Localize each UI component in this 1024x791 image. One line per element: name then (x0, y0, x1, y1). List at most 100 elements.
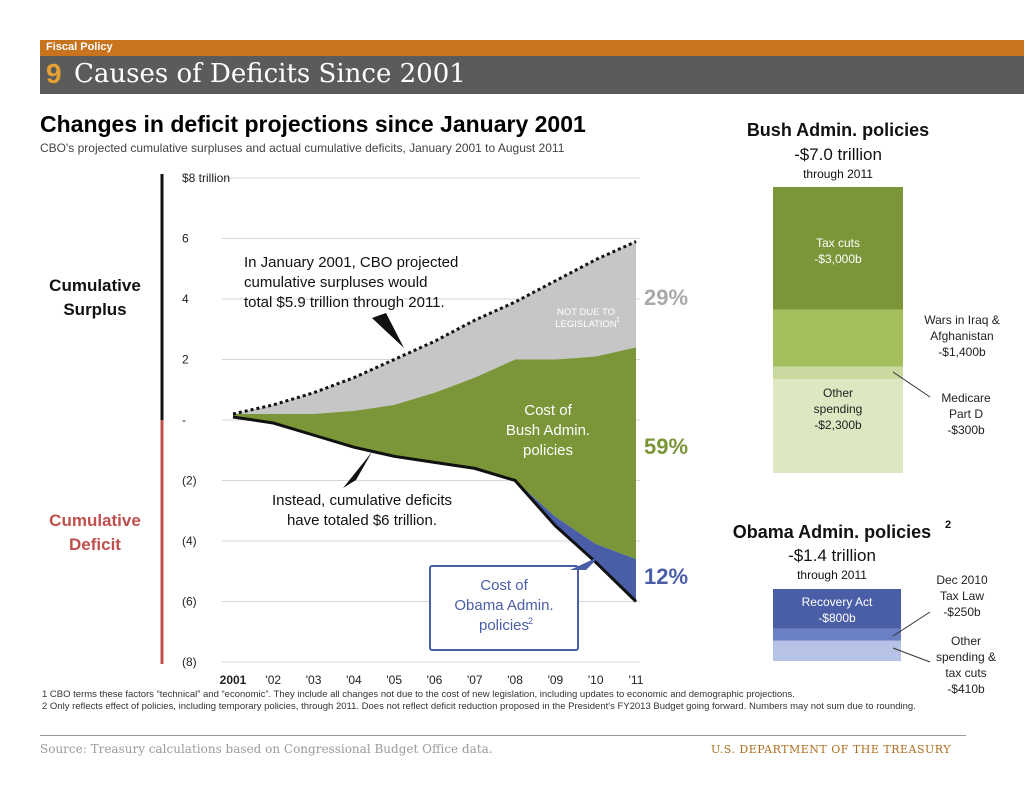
obama-panel-title-sup: 2 (945, 519, 951, 531)
obama-callout-label: Cost of (480, 577, 528, 594)
not-due-label: LEGISLATION (555, 319, 617, 330)
y-tick-label: 6 (182, 232, 189, 246)
share-label: 12% (644, 564, 688, 589)
bush-bar-segment (773, 379, 903, 473)
obama-bar-segment (773, 628, 901, 641)
footer-divider (40, 735, 966, 736)
x-tick-label: '03 (306, 673, 322, 687)
projection-pointer (372, 313, 404, 348)
bush-bar-segment (773, 366, 903, 380)
y-tick-label: 2 (182, 353, 189, 367)
obama-footnote-mark: 2 (528, 616, 533, 626)
obama-callout-label: Obama Admin. (454, 597, 553, 614)
surplus-side-label: Surplus (63, 300, 126, 319)
deficit-annotation: have totaled $6 trillion. (287, 512, 437, 529)
bush-bar-segment (773, 309, 903, 367)
section-bar: Fiscal Policy (40, 40, 1024, 56)
deficit-pointer (343, 452, 372, 488)
y-tick-label: (8) (182, 655, 197, 669)
deficit-side-label: Deficit (69, 535, 121, 554)
bush-area-label: Bush Admin. (506, 422, 590, 439)
bush-area-label: policies (523, 442, 573, 459)
obama-other-label: -$410b (947, 682, 985, 696)
obama-panel-total: -$1.4 trillion (788, 546, 876, 565)
projection-area (233, 241, 636, 414)
bush-medicare-label: -$300b (947, 423, 985, 437)
slide-number: 9 (46, 58, 62, 89)
bush-medicare-label: Part D (949, 407, 983, 421)
y-tick-label: (4) (182, 534, 197, 548)
share-label: 59% (644, 434, 688, 459)
bush-wars-label: Wars in Iraq & (924, 313, 1000, 327)
y-tick-label: - (182, 413, 186, 427)
bush-area (233, 347, 636, 560)
x-tick-label: '06 (427, 673, 443, 687)
bush-segment-value: -$2,300b (814, 418, 862, 432)
bush-wars-label: Afghanistan (930, 329, 993, 343)
obama-segment-value: -$800b (818, 611, 856, 625)
deficit-annotation: Instead, cumulative deficits (272, 492, 452, 509)
obama-bar-segment (773, 589, 901, 629)
obama-bar-segment (773, 640, 901, 661)
obama-dec2010-label: Dec 2010 (936, 573, 988, 587)
obama-dec2010-label: -$250b (943, 605, 981, 619)
not-due-label: NOT DUE TO (557, 307, 615, 318)
bush-bar-segment (773, 187, 903, 310)
obama-other-leader (892, 647, 931, 663)
deficit-side-label: Cumulative (49, 511, 141, 530)
deficit-line (232, 415, 638, 603)
y-tick-label: (2) (182, 474, 197, 488)
obama-other-label: Other (951, 634, 981, 648)
x-tick-label: '10 (588, 673, 604, 687)
bush-medicare-leader (892, 371, 931, 398)
not-due-footnote-mark: 1 (616, 317, 620, 324)
footnotes: 1 CBO terms these factors “technical” an… (42, 689, 942, 713)
bush-medicare-label: Medicare (941, 391, 991, 405)
obama-callout-label: policies (479, 617, 529, 634)
obama-callout-pointer (570, 556, 600, 570)
x-tick-label: '08 (507, 673, 523, 687)
source-note: Source: Treasury calculations based on C… (40, 742, 493, 756)
y-tick-label: (6) (182, 595, 197, 609)
footnote-2: 2 Only reflects effect of policies, incl… (42, 701, 916, 712)
section-label: Fiscal Policy (46, 41, 113, 53)
chart-subtitle: CBO's projected cumulative surpluses and… (40, 141, 565, 155)
x-tick-label: 2001 (220, 673, 247, 687)
agency-name: U.S. DEPARTMENT OF THE TREASURY (711, 743, 951, 756)
x-tick-label: '07 (467, 673, 483, 687)
slide-title: Causes of Deficits Since 2001 (74, 59, 466, 89)
chart-title: Changes in deficit projections since Jan… (40, 111, 586, 137)
obama-panel-period: through 2011 (797, 568, 867, 582)
bush-segment-label: Other (823, 386, 853, 400)
x-tick-label: '11 (629, 673, 644, 687)
share-label: 29% (644, 285, 688, 310)
x-tick-label: '05 (386, 673, 402, 687)
x-tick-label: '09 (548, 673, 564, 687)
obama-dec2010-label: Tax Law (940, 589, 984, 603)
projection-annotation: cumulative surpluses would (244, 274, 427, 291)
surplus-side-label: Cumulative (49, 276, 141, 295)
x-tick-label: '02 (265, 673, 281, 687)
obama-other-label: tax cuts (945, 666, 986, 680)
obama-dec2010-leader (892, 611, 931, 637)
projection-annotation: total $5.9 trillion through 2011. (244, 294, 445, 311)
bush-segment-label: Tax cuts (816, 236, 860, 250)
y-tick-label: $8 trillion (182, 171, 230, 185)
y-tick-label: 4 (182, 292, 189, 306)
bush-segment-label: spending (814, 402, 863, 416)
obama-panel-title: Obama Admin. policies (733, 522, 931, 542)
obama-callout-box (429, 565, 579, 651)
obama-segment-label: Recovery Act (802, 595, 873, 609)
x-tick-label: '04 (346, 673, 362, 687)
obama-other-label: spending & (936, 650, 996, 664)
projection-annotation: In January 2001, CBO projected (244, 254, 458, 271)
bush-segment-value: -$3,000b (814, 252, 862, 266)
title-bar: 9 Causes of Deficits Since 2001 (40, 56, 1024, 94)
bush-wars-label: -$1,400b (938, 345, 986, 359)
footnote-1: 1 CBO terms these factors “technical” an… (42, 689, 795, 700)
bush-panel-total: -$7.0 trillion (794, 145, 882, 164)
bush-panel-period: through 2011 (803, 167, 873, 181)
bush-panel-title: Bush Admin. policies (747, 120, 929, 140)
bush-area-label: Cost of (524, 402, 572, 419)
